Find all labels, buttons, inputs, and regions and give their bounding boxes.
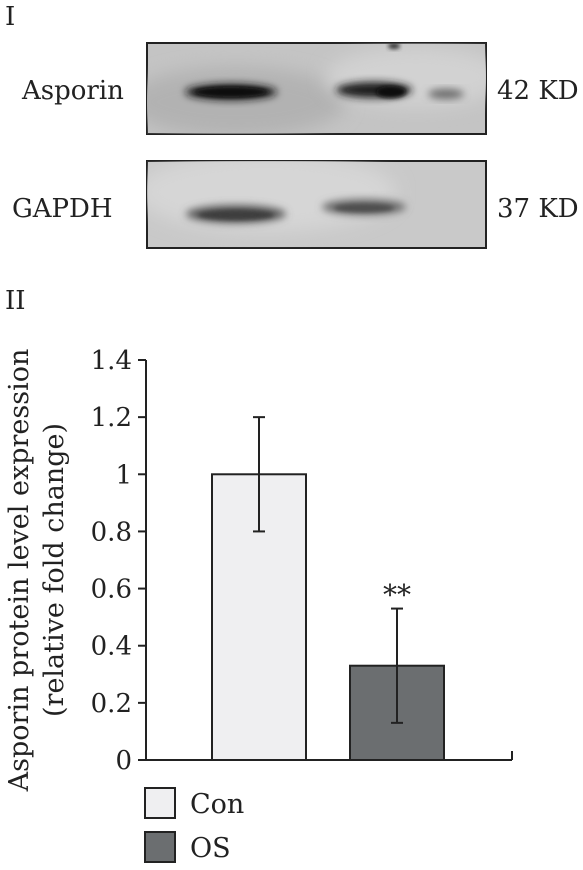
- legend-label-con: Con: [190, 789, 244, 820]
- y-tick-label: 1: [115, 460, 132, 490]
- y-tick-label: 0.2: [91, 689, 132, 719]
- blot-size-asporin: 42 KD: [497, 76, 579, 106]
- y-tick-label: 0: [115, 746, 132, 776]
- legend-label-os: OS: [190, 833, 231, 864]
- blot-label-gapdh: GAPDH: [12, 194, 113, 224]
- legend-swatch-con: [144, 787, 176, 819]
- blot-size-gapdh: 37 KD: [497, 194, 579, 224]
- panel-label-ii: II: [5, 286, 26, 316]
- y-tick-label: 0.8: [91, 517, 132, 547]
- y-axis-label-line1: Asporin protein level expression: [4, 349, 35, 793]
- panel-label-i: I: [5, 2, 16, 32]
- western-blot-image: [146, 42, 487, 249]
- y-tick-label: 0.4: [91, 632, 132, 662]
- blot-asporin: [146, 42, 487, 135]
- legend-swatch-os: [144, 831, 176, 863]
- y-axis-label-line2: (relative fold change): [39, 423, 70, 717]
- y-tick-label: 1.4: [91, 346, 132, 376]
- blot-label-asporin: Asporin: [22, 76, 124, 106]
- significance-marker: **: [383, 579, 411, 612]
- blot-gapdh: [146, 160, 487, 249]
- bar-chart: Asporin protein level expression (relati…: [4, 346, 513, 864]
- y-tick-label: 0.6: [91, 575, 132, 605]
- y-tick-label: 1.2: [91, 403, 132, 433]
